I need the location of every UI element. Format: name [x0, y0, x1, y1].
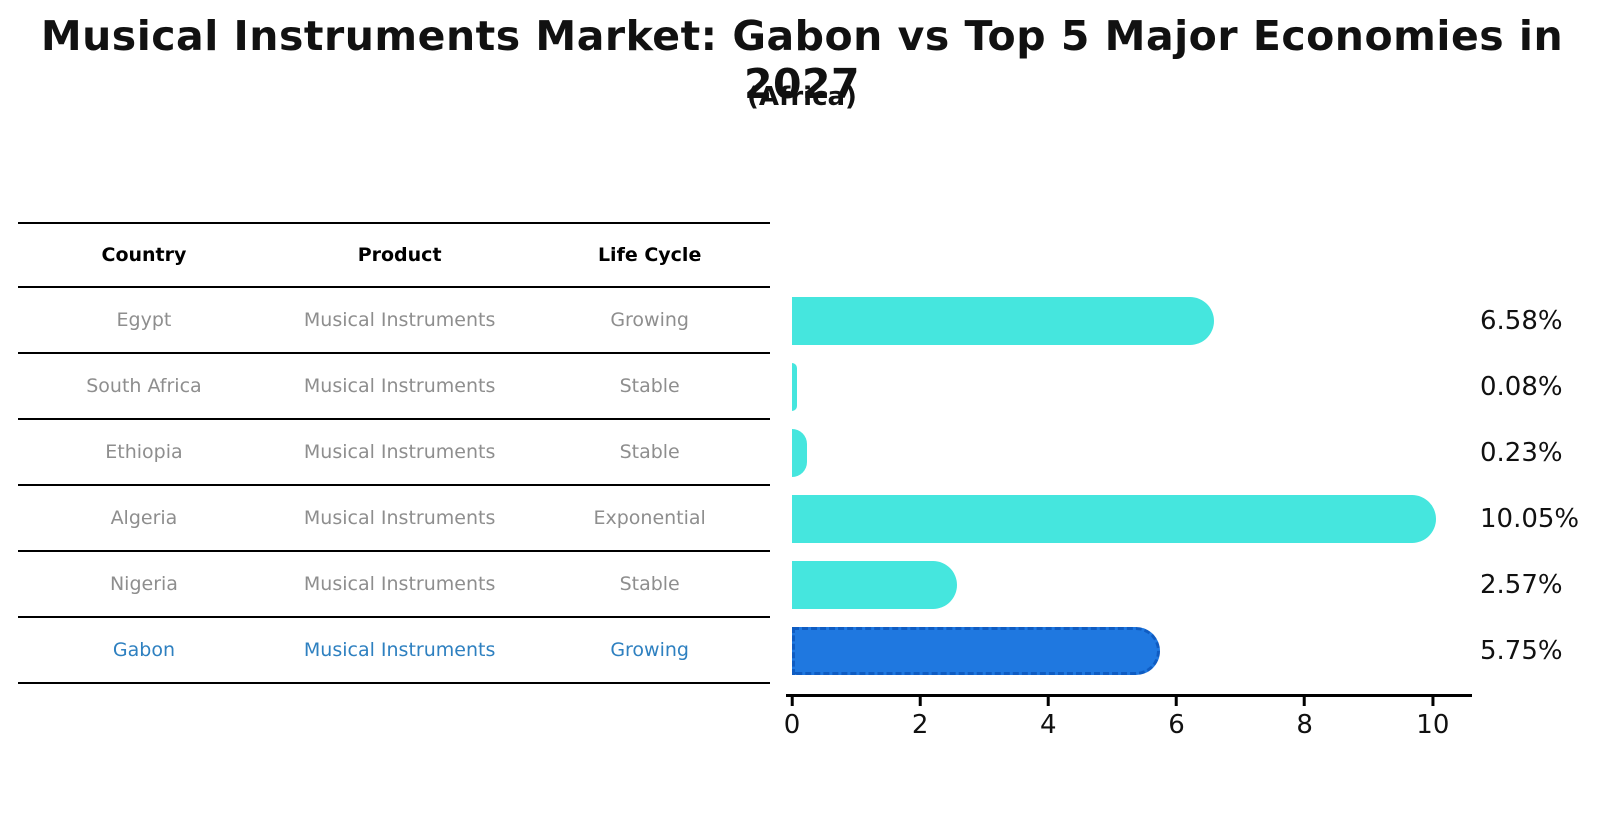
bar-south-africa	[792, 363, 798, 411]
bar-row-algeria	[792, 486, 1470, 552]
table-row: Egypt Musical Instruments Growing	[18, 288, 770, 354]
value-label-egypt: 6.58%	[1480, 306, 1563, 336]
tick-mark	[1303, 697, 1307, 706]
tick-mark	[918, 697, 922, 706]
product-cell: Musical Instruments	[303, 639, 496, 661]
value-label-algeria: 10.05%	[1480, 504, 1580, 534]
bar-row-nigeria	[792, 552, 1470, 618]
life-cycle-cell: Stable	[619, 573, 680, 595]
bar-row-gabon	[792, 618, 1470, 684]
country-cell: Ethiopia	[105, 441, 183, 463]
bar-egypt	[792, 297, 1214, 345]
column-header-life-cycle: Life Cycle	[597, 244, 702, 266]
bar-nigeria	[792, 561, 957, 609]
product-cell: Musical Instruments	[303, 309, 496, 331]
tick-label: 4	[1040, 710, 1057, 740]
product-cell: Musical Instruments	[303, 441, 496, 463]
value-label-ethiopia: 0.23%	[1480, 438, 1563, 468]
x-tick: 4	[1040, 697, 1057, 740]
x-tick: 8	[1296, 697, 1313, 740]
country-cell: Gabon	[112, 639, 175, 661]
tick-label: 0	[783, 710, 801, 740]
country-cell: Algeria	[110, 507, 178, 529]
table-header-row: Country Product Life Cycle	[18, 222, 770, 288]
tick-label: 8	[1296, 710, 1313, 740]
life-cycle-cell: Stable	[619, 441, 680, 463]
country-cell: Egypt	[116, 309, 172, 331]
x-axis-ticks: 0 2 4 6 8 10	[784, 697, 1470, 747]
table-row: Algeria Musical Instruments Exponential	[18, 486, 770, 552]
table-row-gabon-highlight: Gabon Musical Instruments Growing	[18, 618, 770, 684]
column-header-country: Country	[101, 244, 187, 266]
value-label-south-africa: 0.08%	[1480, 372, 1563, 402]
tick-mark	[1431, 697, 1435, 706]
bar-row-egypt	[792, 288, 1470, 354]
x-tick: 0	[783, 697, 801, 740]
x-axis-line	[786, 694, 1472, 697]
life-cycle-cell: Growing	[610, 639, 689, 661]
value-label-gabon: 5.75%	[1480, 636, 1563, 666]
value-label-nigeria: 2.57%	[1480, 570, 1563, 600]
product-cell: Musical Instruments	[303, 507, 496, 529]
table-row: Ethiopia Musical Instruments Stable	[18, 420, 770, 486]
life-cycle-cell: Exponential	[593, 507, 706, 529]
bar-row-south-africa	[792, 354, 1470, 420]
chart-subtitle: (Africa)	[747, 82, 857, 112]
tick-mark	[790, 697, 794, 706]
country-cell: Nigeria	[109, 573, 178, 595]
life-cycle-cell: Stable	[619, 375, 680, 397]
table-row: South Africa Musical Instruments Stable	[18, 354, 770, 420]
tick-mark	[1174, 697, 1178, 706]
tick-label: 2	[911, 710, 929, 740]
x-tick: 2	[911, 697, 929, 740]
bar-ethiopia	[792, 429, 807, 477]
x-tick: 6	[1168, 697, 1185, 740]
column-header-product: Product	[357, 244, 442, 266]
tick-label: 6	[1168, 710, 1185, 740]
product-cell: Musical Instruments	[303, 375, 496, 397]
chart-title: Musical Instruments Market: Gabon vs Top…	[40, 12, 1564, 108]
bar-plot-area	[792, 288, 1470, 684]
tick-label: 10	[1416, 710, 1450, 740]
tick-mark	[1046, 697, 1050, 706]
table-row: Nigeria Musical Instruments Stable	[18, 552, 770, 618]
value-label-column: 6.58% 0.08% 0.23% 10.05% 2.57% 5.75%	[1480, 288, 1604, 684]
data-table: Country Product Life Cycle Egypt Musical…	[18, 222, 770, 684]
x-tick: 10	[1416, 697, 1449, 740]
bar-algeria	[792, 495, 1437, 543]
product-cell: Musical Instruments	[303, 573, 496, 595]
bar-row-ethiopia	[792, 420, 1470, 486]
life-cycle-cell: Growing	[610, 309, 689, 331]
country-cell: South Africa	[86, 375, 202, 397]
bar-gabon	[792, 627, 1161, 675]
